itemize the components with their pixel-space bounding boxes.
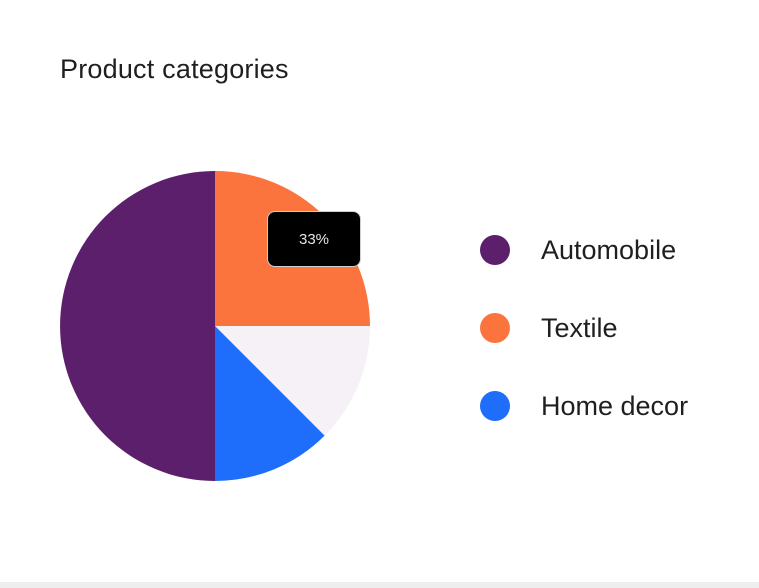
- legend-item-textile[interactable]: Textile: [480, 305, 688, 351]
- legend-swatch: [480, 235, 510, 265]
- slice-home-decor[interactable]: [215, 326, 325, 481]
- slice-unlabeled[interactable]: [215, 326, 370, 436]
- legend-label: Textile: [541, 312, 618, 343]
- legend-item-home-decor[interactable]: Home decor: [480, 383, 688, 429]
- legend-item-automobile[interactable]: Automobile: [480, 227, 688, 273]
- chart-legend: Automobile Textile Home decor: [480, 227, 688, 461]
- legend-label: Home decor: [541, 390, 689, 421]
- chart-title: Product categories: [60, 54, 289, 84]
- slice-automobile[interactable]: [60, 171, 215, 481]
- card-bottom-edge: [0, 582, 759, 588]
- legend-label: Automobile: [541, 234, 677, 265]
- slice-tooltip: 33%: [268, 212, 360, 266]
- legend-swatch: [480, 313, 510, 343]
- legend-swatch: [480, 391, 510, 421]
